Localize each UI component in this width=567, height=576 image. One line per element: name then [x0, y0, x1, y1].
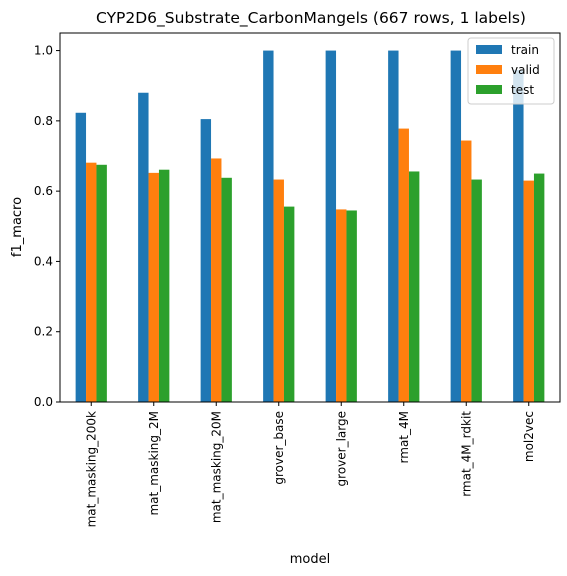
- bar-valid-mat_masking_20M: [211, 158, 222, 402]
- y-tick-label: 0.2: [34, 325, 53, 339]
- bar-train-mat_masking_20M: [200, 119, 212, 402]
- legend-label-valid: valid: [511, 63, 540, 77]
- bar-test-mat_masking_20M: [221, 177, 232, 402]
- x-tick-label: mat_masking_200k: [84, 411, 98, 527]
- x-tick-label: grover_base: [272, 411, 286, 485]
- x-tick-label: grover_large: [334, 411, 348, 486]
- y-tick-label: 0.6: [34, 184, 53, 198]
- bar-train-rmat_4M: [388, 50, 399, 402]
- bar-test-rmat_4M: [408, 171, 420, 402]
- bar-test-rmat_4M_rdkit: [471, 179, 482, 402]
- legend-label-train: train: [511, 43, 539, 57]
- legend: train valid test: [467, 37, 555, 105]
- bar-train-mat_masking_2M: [138, 92, 149, 402]
- x-axis-label: model: [290, 552, 330, 567]
- bar-test-grover_base: [283, 206, 295, 402]
- y-axis: 0.0 0.2 0.4 0.6 0.8 1.0: [34, 44, 60, 409]
- y-tick-label: 0.4: [34, 254, 53, 268]
- bar-train-grover_base: [263, 50, 274, 402]
- legend-label-test: test: [511, 83, 534, 97]
- bar-valid-grover_large: [336, 209, 347, 402]
- x-tick-label: mat_masking_20M: [209, 411, 223, 523]
- bar-test-mol2vec: [533, 173, 545, 402]
- legend-swatch-train: [476, 45, 502, 54]
- bar-train-grover_large: [325, 50, 337, 402]
- x-tick-label: mol2vec: [522, 411, 536, 462]
- x-tick-label: rmat_4M_rdkit: [459, 411, 473, 497]
- bar-train-rmat_4M_rdkit: [450, 50, 462, 402]
- bar-test-grover_large: [346, 210, 357, 402]
- bar-valid-mat_masking_2M: [148, 172, 159, 402]
- x-tick-label: rmat_4M: [397, 411, 411, 463]
- bar-valid-rmat_4M: [398, 128, 409, 403]
- plot-area: [59, 32, 561, 403]
- x-tick-label: mat_masking_2M: [147, 411, 161, 516]
- bar-train-mat_masking_200k: [75, 112, 87, 402]
- plot-frame: [59, 32, 561, 403]
- bar-valid-grover_base: [273, 179, 284, 402]
- y-tick-label: 1.0: [34, 44, 53, 58]
- legend-swatch-valid: [476, 65, 502, 74]
- y-tick-label: 0.8: [34, 114, 53, 128]
- bar-valid-mol2vec: [523, 180, 534, 402]
- legend-swatch-test: [476, 85, 502, 94]
- bar-valid-rmat_4M_rdkit: [461, 140, 472, 402]
- bar-train-mol2vec: [513, 69, 524, 403]
- y-axis-label: f1_macro: [10, 197, 25, 257]
- bar-test-mat_masking_200k: [96, 164, 107, 402]
- bar-valid-mat_masking_200k: [86, 162, 97, 402]
- chart-title: CYP2D6_Substrate_CarbonMangels (667 rows…: [96, 9, 526, 28]
- y-tick-label: 0.0: [34, 395, 53, 409]
- x-axis: mat_masking_200k mat_masking_2M mat_maskin…: [84, 402, 536, 527]
- bar-test-mat_masking_2M: [158, 169, 170, 402]
